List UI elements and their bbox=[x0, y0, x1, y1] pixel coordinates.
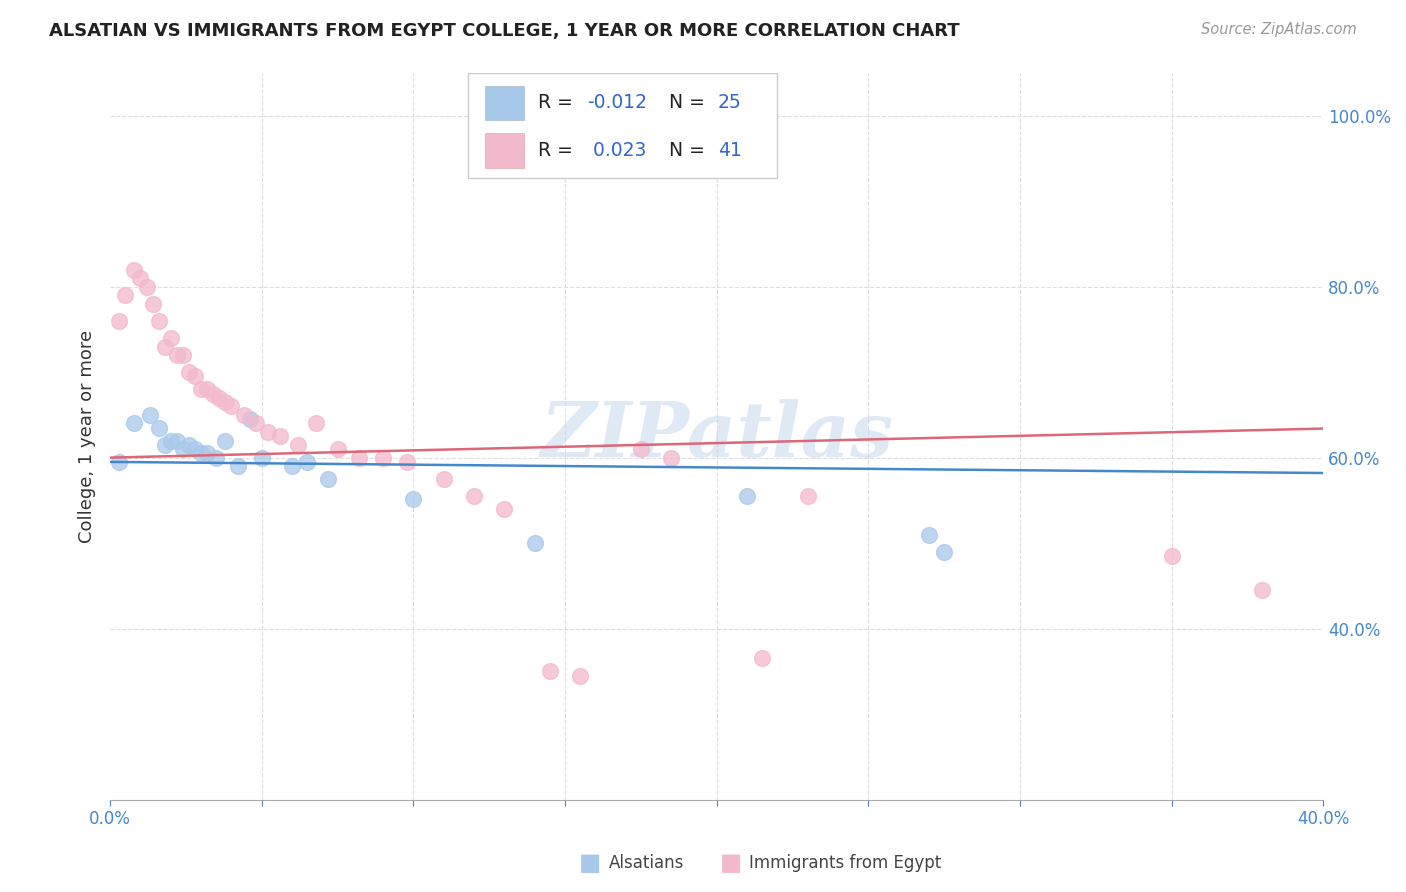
Point bbox=[250, 450, 273, 465]
Point bbox=[239, 412, 262, 426]
Point bbox=[205, 450, 228, 465]
Point bbox=[153, 438, 176, 452]
Point bbox=[1251, 583, 1274, 598]
Point bbox=[148, 314, 170, 328]
Point bbox=[172, 348, 194, 362]
Point bbox=[177, 365, 200, 379]
Point bbox=[226, 459, 249, 474]
Text: R =: R = bbox=[538, 141, 579, 160]
Text: ALSATIAN VS IMMIGRANTS FROM EGYPT COLLEGE, 1 YEAR OR MORE CORRELATION CHART: ALSATIAN VS IMMIGRANTS FROM EGYPT COLLEG… bbox=[49, 22, 960, 40]
Point bbox=[245, 417, 267, 431]
Point bbox=[135, 279, 157, 293]
Point bbox=[347, 450, 370, 465]
Point bbox=[402, 491, 425, 506]
Point bbox=[166, 434, 188, 448]
Point bbox=[172, 442, 194, 456]
Text: Alsatians: Alsatians bbox=[609, 855, 685, 872]
Point bbox=[257, 425, 280, 439]
Point bbox=[318, 472, 340, 486]
Bar bbox=[485, 133, 524, 168]
Point bbox=[190, 382, 212, 396]
Text: 0.023: 0.023 bbox=[586, 141, 647, 160]
Point bbox=[202, 386, 225, 401]
Point bbox=[918, 527, 941, 541]
Text: Immigrants from Egypt: Immigrants from Egypt bbox=[749, 855, 942, 872]
Point bbox=[129, 271, 152, 285]
Point bbox=[932, 544, 955, 558]
Text: ■: ■ bbox=[579, 852, 602, 875]
Point bbox=[184, 442, 207, 456]
Point bbox=[523, 536, 546, 550]
Point bbox=[195, 446, 218, 460]
Point bbox=[214, 395, 236, 409]
Text: ZIPatlas: ZIPatlas bbox=[540, 400, 893, 474]
Point bbox=[796, 489, 818, 503]
Point bbox=[195, 382, 218, 396]
Text: N =: N = bbox=[657, 141, 711, 160]
Point bbox=[305, 417, 328, 431]
Point bbox=[221, 400, 243, 414]
Point bbox=[269, 429, 291, 443]
Bar bbox=[485, 86, 524, 120]
Point bbox=[166, 348, 188, 362]
Text: N =: N = bbox=[657, 94, 711, 112]
Point bbox=[124, 262, 146, 277]
Point bbox=[177, 438, 200, 452]
Point bbox=[371, 450, 394, 465]
Point bbox=[297, 455, 319, 469]
FancyBboxPatch shape bbox=[468, 73, 778, 178]
Point bbox=[569, 668, 592, 682]
Point bbox=[114, 288, 136, 302]
Point bbox=[108, 314, 131, 328]
Point bbox=[190, 446, 212, 460]
Point bbox=[751, 651, 773, 665]
Point bbox=[159, 331, 181, 345]
Text: R =: R = bbox=[538, 94, 579, 112]
Point bbox=[326, 442, 349, 456]
Point bbox=[124, 417, 146, 431]
Text: 41: 41 bbox=[718, 141, 742, 160]
Point bbox=[153, 339, 176, 353]
Text: ■: ■ bbox=[720, 852, 742, 875]
Point bbox=[463, 489, 485, 503]
Point bbox=[138, 408, 160, 422]
Point bbox=[433, 472, 456, 486]
Text: 25: 25 bbox=[718, 94, 741, 112]
Point bbox=[287, 438, 309, 452]
Text: -0.012: -0.012 bbox=[586, 94, 647, 112]
Point bbox=[735, 489, 758, 503]
Point bbox=[159, 434, 181, 448]
Point bbox=[208, 391, 231, 405]
Point bbox=[184, 369, 207, 384]
Point bbox=[659, 450, 682, 465]
Point bbox=[281, 459, 304, 474]
Point bbox=[630, 442, 652, 456]
Point bbox=[1160, 549, 1182, 563]
Point bbox=[538, 665, 561, 679]
Text: Source: ZipAtlas.com: Source: ZipAtlas.com bbox=[1201, 22, 1357, 37]
Point bbox=[232, 408, 254, 422]
Point bbox=[148, 420, 170, 434]
Point bbox=[396, 455, 419, 469]
Point bbox=[494, 502, 516, 516]
Point bbox=[214, 434, 236, 448]
Point bbox=[108, 455, 131, 469]
Y-axis label: College, 1 year or more: College, 1 year or more bbox=[79, 330, 96, 543]
Point bbox=[142, 297, 165, 311]
